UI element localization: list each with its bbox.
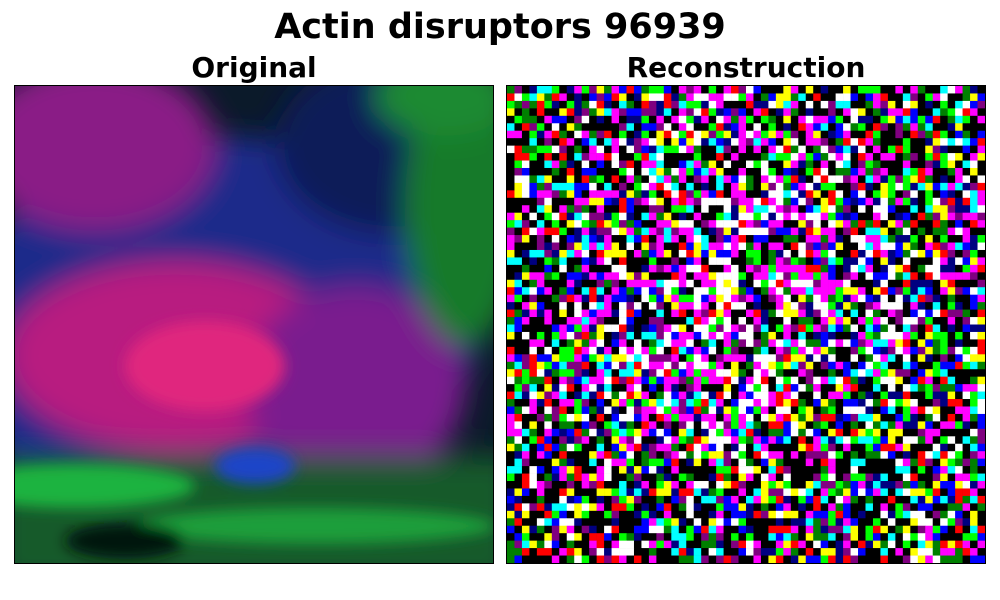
original-panel-title: Original <box>191 51 317 84</box>
actin-region-top-right <box>375 86 493 136</box>
reconstruction-image <box>506 85 986 564</box>
actin-band-lower <box>135 508 493 544</box>
reconstruction-image-svg <box>507 86 985 563</box>
actin-band <box>15 464 195 508</box>
dark-spot <box>65 523 185 559</box>
actin-region-right <box>405 86 493 346</box>
reconstruction-panel: Reconstruction <box>506 52 986 566</box>
reconstruction-pixels <box>507 86 985 563</box>
nucleus-top-left <box>15 86 215 231</box>
original-image-svg <box>15 86 493 563</box>
figure-title: Actin disruptors 96939 <box>274 7 726 47</box>
cytoplasm-bright-spot <box>215 448 295 484</box>
original-panel: Original <box>14 52 494 566</box>
nucleus-bright-core <box>125 321 285 411</box>
nucleus-right <box>245 286 465 486</box>
reconstruction-panel-title: Reconstruction <box>626 51 866 84</box>
original-image <box>14 85 494 564</box>
